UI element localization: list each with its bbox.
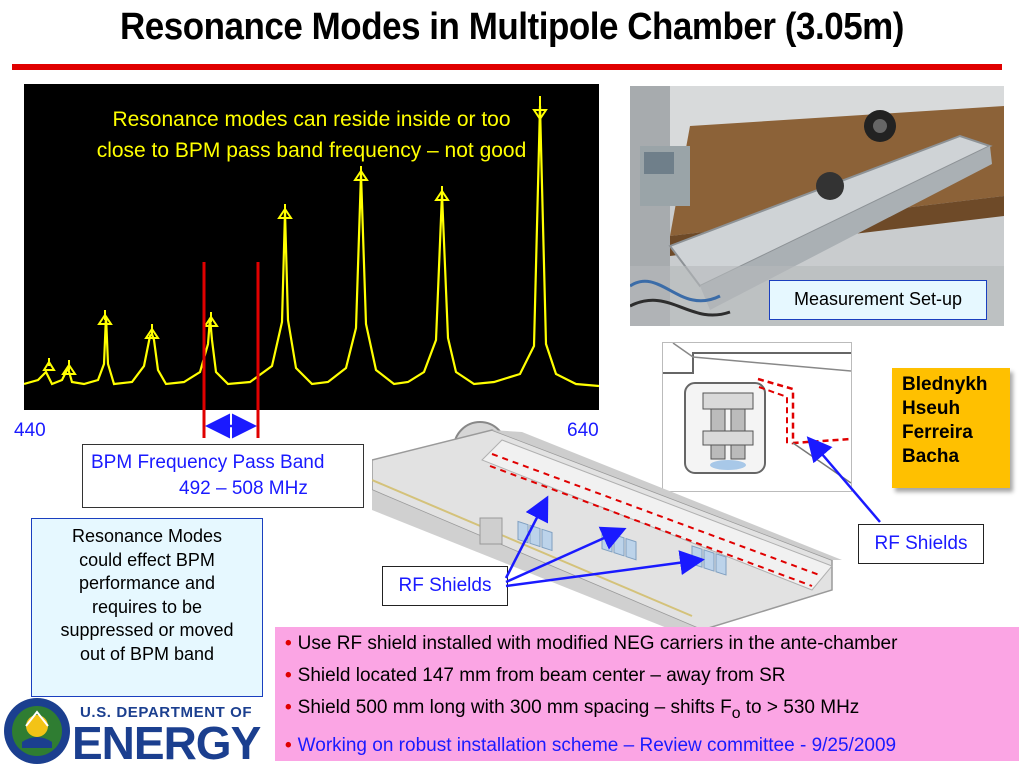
author-name: Ferreira xyxy=(902,422,973,443)
spectrum-plot: Resonance modes can reside inside or too… xyxy=(24,84,599,410)
peak-marker xyxy=(203,312,219,327)
photo-caption: Measurement Set-up xyxy=(769,280,987,320)
cross-section-inset xyxy=(662,342,852,492)
note-line: Resonance Modes xyxy=(71,526,223,546)
spectrum-caption: Resonance modes can reside inside or too… xyxy=(24,104,599,166)
peak-marker xyxy=(277,204,293,219)
axis-start-label: 440 xyxy=(14,420,46,441)
author-name: Hseuh xyxy=(902,398,961,419)
rf-shields-label-right: RF Shields xyxy=(858,524,984,564)
doe-logo-line1: U.S. DEPARTMENT OF xyxy=(80,704,253,721)
bullet-item: • Shield located 147 mm from beam center … xyxy=(285,665,786,686)
peak-marker xyxy=(144,324,160,339)
rf-shields-label-left: RF Shields xyxy=(382,566,508,606)
doe-logo-wordmark: ENERGY xyxy=(72,717,261,769)
peak-marker xyxy=(61,360,77,375)
bullet-dot-icon: • xyxy=(285,734,292,756)
peak-marker xyxy=(42,358,56,371)
pass-band-range: 492 – 508 MHz xyxy=(179,478,308,499)
peak-marker xyxy=(532,96,548,121)
cross-section-drawing xyxy=(663,343,851,484)
bullet-item: • Working on robust installation scheme –… xyxy=(285,734,897,756)
pass-band-box: BPM Frequency Pass Band 492 – 508 MHz xyxy=(82,444,364,508)
authors-box: Blednykh Hseuh Ferreira Bacha xyxy=(892,368,1010,488)
bullet-dot-icon: • xyxy=(285,665,292,686)
note-line: could effect BPM xyxy=(79,549,215,570)
doe-seal-icon xyxy=(4,698,70,764)
pass-band-label: BPM Frequency Pass Band xyxy=(91,452,325,473)
peak-marker xyxy=(353,166,369,181)
note-line: requires to be xyxy=(91,596,203,617)
bullet-item: • Shield 500 mm long with 300 mm spacing … xyxy=(285,697,860,722)
spectrum-trace xyxy=(24,105,599,388)
author-name: Blednykh xyxy=(902,374,988,395)
spectrum-caption-line1: Resonance modes can reside inside or too xyxy=(112,108,511,131)
resonance-note-box: Resonance Modes could effect BPM perform… xyxy=(31,518,263,697)
spectrum-trace-svg xyxy=(24,96,599,388)
note-line: performance and xyxy=(78,573,216,593)
title-divider xyxy=(12,64,1002,70)
axis-end-label: 640 xyxy=(567,420,599,441)
peak-markers xyxy=(42,96,548,375)
spectrum-caption-line2: close to BPM pass band frequency – not g… xyxy=(96,139,527,162)
author-name: Bacha xyxy=(902,446,960,467)
peak-marker xyxy=(434,186,450,201)
bullet-item: • Use RF shield installed with modified N… xyxy=(285,633,898,654)
bullet-dot-icon: • xyxy=(285,633,292,654)
summary-bullets: • Use RF shield installed with modified N… xyxy=(275,627,1019,761)
slide-title: Resonance Modes in Multipole Chamber (3.… xyxy=(119,6,904,48)
note-line: suppressed or moved xyxy=(60,620,234,640)
note-line: out of BPM band xyxy=(79,643,215,664)
peak-marker xyxy=(97,310,113,325)
bullet-dot-icon: • xyxy=(285,697,292,718)
